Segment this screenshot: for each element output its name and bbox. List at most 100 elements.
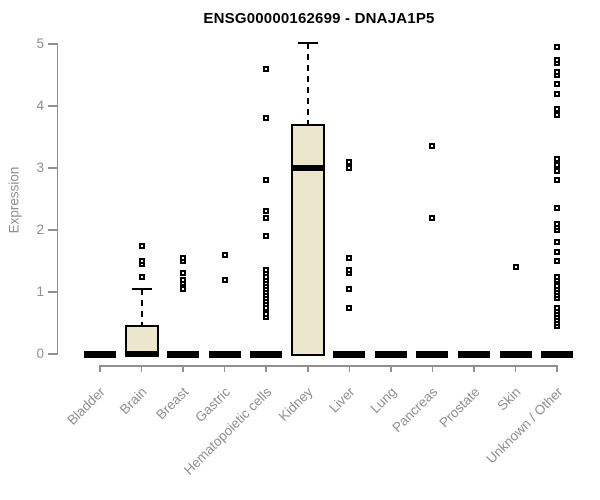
category-label: Kidney [276, 384, 317, 424]
outlier-point [263, 233, 270, 240]
x-tick [307, 365, 309, 372]
y-tick-label: 1 [36, 284, 44, 299]
y-axis-line [56, 43, 58, 354]
outlier-point [554, 282, 561, 289]
y-tick-label: 4 [36, 98, 44, 113]
whisker [306, 42, 309, 125]
outlier-point [263, 310, 270, 317]
outlier-point [554, 68, 561, 75]
y-tick-label: 5 [36, 36, 44, 51]
outlier-point [512, 264, 519, 271]
x-tick [265, 365, 267, 372]
outlier-point [554, 258, 561, 264]
x-tick [182, 365, 184, 372]
y-tick [48, 229, 58, 231]
outlier-point [346, 304, 353, 311]
flat-box [374, 350, 407, 358]
flat-box [333, 350, 366, 358]
category-label: Liver [326, 384, 358, 416]
outlier-point [554, 239, 561, 246]
x-tick [99, 365, 101, 372]
category-label: Unknown / Other [483, 384, 566, 467]
outlier-point [554, 273, 561, 280]
outlier-point [138, 273, 145, 280]
x-tick [348, 365, 351, 372]
category-label: Bladder [64, 384, 109, 428]
y-tick-label: 3 [36, 160, 44, 175]
category-label: Brain [116, 384, 150, 418]
outlier-point [180, 254, 187, 261]
outlier-point [346, 158, 353, 165]
flat-box [499, 350, 532, 358]
outlier-point [346, 285, 353, 292]
y-tick [48, 105, 58, 107]
outlier-point [263, 267, 270, 274]
outlier-point [554, 56, 561, 63]
flat-box [416, 350, 449, 358]
flat-box [457, 350, 490, 358]
outlier-point [263, 65, 270, 72]
x-axis-line [100, 365, 558, 367]
outlier-point [554, 168, 561, 175]
median-line [124, 351, 159, 357]
outlier-point [554, 81, 561, 88]
whisker [140, 288, 143, 327]
outlier-point [554, 155, 561, 162]
outlier-point [221, 276, 228, 283]
outlier-point [180, 276, 187, 283]
outlier-point [554, 248, 561, 255]
x-tick [514, 365, 517, 372]
x-tick [223, 365, 226, 372]
category-label: Prostate [436, 384, 483, 431]
flat-box [167, 350, 200, 358]
category-label: Pancreas [389, 384, 441, 436]
whisker-cap [297, 41, 318, 44]
outlier-point [554, 161, 561, 168]
outlier-point [554, 220, 561, 227]
flat-box [250, 350, 283, 358]
y-tick [48, 43, 58, 45]
outlier-point [554, 112, 561, 119]
outlier-point [346, 165, 353, 171]
outlier-point [554, 90, 561, 97]
category-label: Breast [153, 384, 192, 423]
outlier-point [180, 270, 187, 277]
outlier-point [263, 115, 270, 122]
x-tick [390, 365, 392, 372]
outlier-point [554, 177, 561, 184]
whisker-cap [131, 287, 152, 290]
median-line [290, 165, 325, 171]
flat-box [84, 350, 116, 358]
outlier-point [554, 205, 561, 212]
y-tick-label: 2 [36, 222, 44, 237]
flat-box [208, 350, 241, 358]
category-label: Skin [494, 384, 524, 414]
y-tick [48, 291, 58, 293]
category-label: Gastric [192, 384, 233, 426]
outlier-point [429, 214, 436, 221]
x-tick [431, 365, 434, 372]
x-tick [556, 365, 558, 372]
x-tick [140, 365, 143, 372]
outlier-point [346, 254, 353, 261]
outlier-point [554, 304, 561, 311]
box [290, 123, 325, 356]
outlier-point [429, 143, 436, 150]
chart-title: ENSG00000162699 - DNAJA1P5 [203, 10, 435, 27]
y-tick [48, 353, 58, 355]
flat-box [541, 350, 574, 358]
outlier-point [263, 208, 270, 215]
category-label: Lung [367, 384, 400, 417]
y-tick [48, 167, 58, 169]
outlier-point [263, 177, 270, 184]
outlier-point [263, 214, 270, 221]
outlier-point [554, 44, 561, 51]
outlier-point [180, 285, 187, 292]
y-tick-label: 0 [36, 346, 44, 361]
outlier-point [554, 106, 561, 113]
outlier-point [138, 258, 145, 264]
outlier-point [138, 242, 145, 249]
outlier-point [346, 267, 353, 274]
outlier-point [221, 251, 228, 258]
